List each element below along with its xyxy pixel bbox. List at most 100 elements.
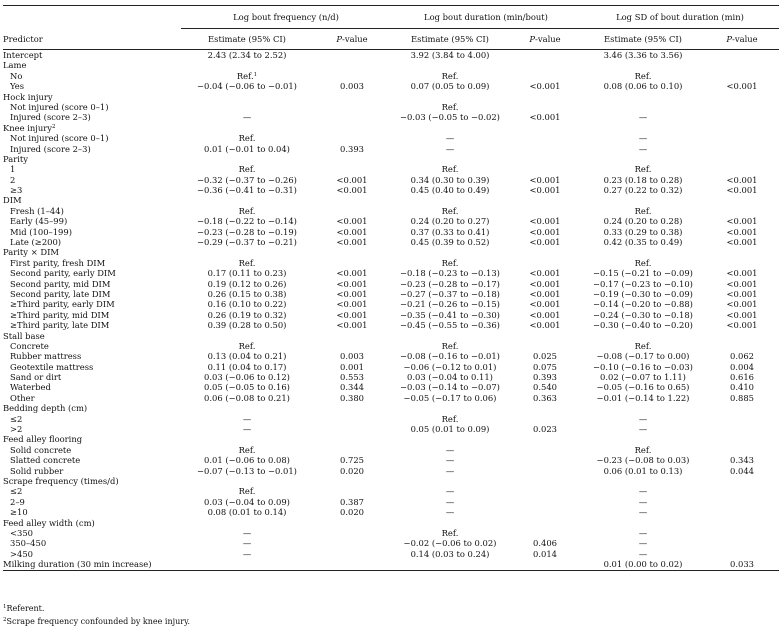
estimate-cell: — xyxy=(638,548,648,559)
pvalue-cell: <0.001 xyxy=(529,268,561,279)
estimate-cell: −0.05 (−0.17 to 0.06) xyxy=(403,392,497,403)
pvalue-cell: <0.001 xyxy=(529,216,561,227)
estimate-cell: 2.43 (2.34 to 2.52) xyxy=(207,49,287,60)
predictor-label: Rubber mattress xyxy=(10,351,82,362)
pvalue-cell: <0.001 xyxy=(336,174,368,185)
table-row: >450 — 0.14 (0.03 to 0.24) 0.014 — xyxy=(3,549,779,559)
estimate-cell: Ref. xyxy=(441,340,459,351)
table-row: Other 0.06 (−0.08 to 0.21) 0.380 −0.05 (−0.… xyxy=(3,393,779,403)
pvalue-cell: 0.014 xyxy=(533,548,557,559)
pvalue-cell xyxy=(705,549,779,559)
pvalue-cell: <0.001 xyxy=(336,216,368,227)
table-row-group: DIM xyxy=(3,195,779,205)
estimate-cell xyxy=(581,434,705,444)
estimate-cell: 0.13 (0.04 to 0.21) xyxy=(207,351,287,362)
pvalue-cell xyxy=(705,507,779,517)
table-row: Mid (100–199) −0.23 (−0.28 to −0.19) <0.00… xyxy=(3,227,779,237)
predictor-label: Lame xyxy=(3,60,27,71)
estimate-cell xyxy=(581,102,705,112)
estimate-cell: 3.92 (3.84 to 4.00) xyxy=(410,49,490,60)
table-row: 2–9 0.03 (−0.04 to 0.09) 0.387 — — xyxy=(3,497,779,507)
group-header-bout-frequency: Log bout frequency (n/d) xyxy=(181,5,391,29)
pvalue-cell xyxy=(313,403,391,413)
pvalue-cell xyxy=(509,341,581,351)
table-row: ≥Third parity, mid DIM 0.26 (0.19 to 0.32… xyxy=(3,310,779,320)
estimate-cell: — xyxy=(445,465,455,476)
estimate-cell xyxy=(391,92,509,102)
estimate-cell xyxy=(391,60,509,70)
table-row-group: Feed alley width (cm) xyxy=(3,518,779,528)
table-row: Second parity, early DIM 0.17 (0.11 to 0.… xyxy=(3,268,779,278)
estimate-cell xyxy=(581,154,705,164)
predictor-label: >450 xyxy=(10,548,34,559)
pvalue-cell: <0.001 xyxy=(726,185,758,196)
estimate-cell xyxy=(181,123,313,133)
pvalue-cell xyxy=(705,341,779,351)
estimate-cell xyxy=(181,195,313,205)
pvalue-cell xyxy=(509,195,581,205)
estimate-cell: Ref. xyxy=(634,205,652,216)
predictor-label: 350–450 xyxy=(10,538,47,549)
estimate-cell xyxy=(181,559,313,571)
table-row-group: Hock injury xyxy=(3,92,779,102)
estimate-cell: −0.36 (−0.41 to −0.31) xyxy=(197,185,297,196)
estimate-cell: Ref. xyxy=(238,340,256,351)
pvalue-cell xyxy=(705,247,779,257)
estimate-cell: — xyxy=(242,112,252,123)
estimate-cell: 0.06 (0.01 to 0.13) xyxy=(603,465,683,476)
pvalue-cell xyxy=(509,123,581,133)
estimate-cell: 0.39 (0.28 to 0.50) xyxy=(207,320,287,331)
estimate-cell: −0.15 (−0.21 to −0.09) xyxy=(593,268,693,279)
estimate-cell: — xyxy=(242,413,252,424)
estimate-cell: −0.17 (−0.23 to −0.10) xyxy=(593,278,693,289)
pvalue-cell xyxy=(509,466,581,476)
estimate-cell xyxy=(391,559,509,571)
estimate-cell xyxy=(181,247,313,257)
pvalue-cell: <0.001 xyxy=(529,309,561,320)
pvalue-cell xyxy=(313,112,391,122)
estimate-cell: 0.45 (0.40 to 0.49) xyxy=(410,185,490,196)
estimate-cell: −0.29 (−0.37 to −0.21) xyxy=(197,237,297,248)
pvalue-cell: 0.616 xyxy=(730,372,754,383)
table-row: 1 Ref. Ref. Ref. xyxy=(3,164,779,174)
pvalue-cell xyxy=(313,102,391,112)
table-row: Not injured (score 0–1) Ref. — — xyxy=(3,133,779,143)
table-row-group: Stall base xyxy=(3,331,779,341)
table-row: ≥10 0.08 (0.01 to 0.14) 0.020 — — xyxy=(3,507,779,517)
table-row: Solid rubber −0.07 (−0.13 to −0.01) 0.020 —… xyxy=(3,466,779,476)
estimate-cell: 0.03 (−0.04 to 0.09) xyxy=(204,496,290,507)
estimate-cell: 0.03 (−0.04 to 0.11) xyxy=(407,372,493,383)
predictor-label: ≥3 xyxy=(10,185,23,196)
estimate-cell: — xyxy=(638,486,648,497)
estimate-cell: −0.14 (−0.20 to −0.88) xyxy=(593,299,693,310)
estimate-cell: — xyxy=(638,143,648,154)
predictor-header: Predictor xyxy=(3,33,43,44)
predictor-label: Second parity, late DIM xyxy=(10,288,111,299)
pvalue-cell xyxy=(313,154,391,164)
predictor-label: Not injured (score 0–1) xyxy=(10,101,109,112)
estimate-cell: Ref. xyxy=(238,486,256,497)
estimate-cell: 0.16 (0.10 to 0.22) xyxy=(207,299,287,310)
table-row-group: Lame xyxy=(3,60,779,70)
estimate-cell: — xyxy=(445,133,455,144)
pvalue-cell xyxy=(509,518,581,528)
pvalue-cell xyxy=(509,144,581,154)
predictor-label: Scrape frequency (times/d) xyxy=(3,476,119,486)
pvalue-cell xyxy=(313,445,391,455)
predictor-label: Parity × DIM xyxy=(3,247,59,258)
pvalue-cell xyxy=(705,518,779,528)
pvalue-cell: <0.001 xyxy=(336,288,368,299)
estimate-cell xyxy=(581,123,705,133)
pvalue-cell xyxy=(509,154,581,164)
pvalue-cell: 0.344 xyxy=(340,382,364,393)
estimate-header: Estimate (95% CI) xyxy=(411,33,489,44)
table-row-group: Feed alley flooring xyxy=(3,434,779,444)
pvalue-cell: <0.001 xyxy=(529,320,561,331)
predictor-label: Sand or dirt xyxy=(10,372,62,383)
predictor-label: ≥Third parity, mid DIM xyxy=(10,309,110,320)
pvalue-cell xyxy=(509,528,581,538)
table-row-group: Bedding depth (cm) xyxy=(3,403,779,413)
pvalue-cell xyxy=(313,195,391,205)
predictor-label: Injured (score 2–3) xyxy=(10,112,91,123)
pvalue-cell: <0.001 xyxy=(529,112,561,123)
